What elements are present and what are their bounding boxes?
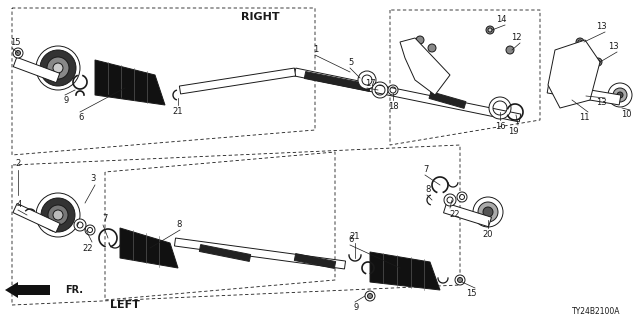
- Circle shape: [47, 57, 69, 79]
- Circle shape: [455, 275, 465, 285]
- Text: 13: 13: [608, 42, 619, 51]
- Circle shape: [367, 293, 372, 299]
- Circle shape: [36, 193, 80, 237]
- Polygon shape: [547, 83, 621, 105]
- Polygon shape: [13, 204, 60, 233]
- Text: 6: 6: [78, 113, 84, 122]
- Circle shape: [488, 28, 492, 32]
- Text: 22: 22: [83, 244, 93, 253]
- Wedge shape: [444, 194, 456, 206]
- Circle shape: [48, 205, 68, 225]
- Wedge shape: [388, 85, 398, 95]
- Circle shape: [458, 277, 463, 283]
- Circle shape: [580, 92, 588, 100]
- Wedge shape: [74, 219, 86, 231]
- Text: 8: 8: [177, 220, 182, 229]
- Circle shape: [478, 202, 498, 222]
- Wedge shape: [489, 97, 511, 119]
- Circle shape: [483, 207, 493, 217]
- Text: 18: 18: [388, 102, 398, 111]
- Circle shape: [41, 198, 75, 232]
- Polygon shape: [294, 68, 521, 122]
- Text: RIGHT: RIGHT: [241, 12, 279, 22]
- Text: 10: 10: [621, 110, 632, 119]
- Text: 9: 9: [353, 303, 358, 312]
- Polygon shape: [370, 252, 440, 290]
- Polygon shape: [548, 40, 600, 108]
- Wedge shape: [85, 225, 95, 235]
- Text: 15: 15: [10, 38, 21, 47]
- Text: 13: 13: [596, 22, 607, 31]
- Polygon shape: [429, 92, 466, 108]
- Circle shape: [594, 58, 602, 66]
- Polygon shape: [444, 203, 492, 227]
- Polygon shape: [120, 228, 178, 268]
- Text: 9: 9: [63, 96, 68, 105]
- Polygon shape: [175, 238, 346, 269]
- Text: 13: 13: [596, 98, 607, 107]
- Polygon shape: [13, 57, 60, 83]
- Polygon shape: [304, 72, 371, 92]
- Text: 4: 4: [16, 200, 22, 209]
- Text: 12: 12: [511, 33, 522, 42]
- Text: 16: 16: [495, 122, 506, 131]
- Text: 11: 11: [579, 113, 589, 122]
- Text: FR.: FR.: [65, 285, 83, 295]
- Circle shape: [358, 71, 376, 89]
- Text: TY24B2100A: TY24B2100A: [572, 308, 620, 316]
- Text: 14: 14: [497, 15, 507, 24]
- Polygon shape: [179, 68, 296, 94]
- Circle shape: [578, 40, 582, 44]
- Polygon shape: [294, 253, 336, 268]
- Text: 15: 15: [467, 289, 477, 298]
- Polygon shape: [95, 60, 165, 105]
- Text: 21: 21: [349, 232, 360, 241]
- Circle shape: [365, 291, 375, 301]
- Circle shape: [36, 46, 80, 90]
- Wedge shape: [457, 192, 467, 202]
- Text: 22: 22: [449, 210, 460, 219]
- Text: 3: 3: [91, 174, 96, 183]
- Text: 5: 5: [349, 58, 354, 67]
- Circle shape: [576, 38, 584, 46]
- Circle shape: [473, 197, 503, 227]
- Circle shape: [15, 51, 20, 55]
- Wedge shape: [372, 82, 388, 98]
- Circle shape: [53, 63, 63, 73]
- Polygon shape: [5, 282, 18, 298]
- Polygon shape: [199, 244, 251, 261]
- Text: 17: 17: [365, 79, 376, 88]
- Text: 1: 1: [313, 45, 319, 54]
- Text: 7: 7: [102, 214, 108, 223]
- Circle shape: [613, 88, 627, 102]
- Text: 21: 21: [173, 107, 183, 116]
- Circle shape: [608, 83, 632, 107]
- Polygon shape: [18, 285, 50, 295]
- Text: 8: 8: [426, 185, 431, 194]
- Circle shape: [428, 44, 436, 52]
- Circle shape: [53, 210, 63, 220]
- Text: 19: 19: [508, 127, 518, 136]
- Circle shape: [617, 92, 623, 98]
- Text: 2: 2: [15, 159, 20, 168]
- Text: 20: 20: [483, 230, 493, 239]
- Circle shape: [40, 50, 76, 86]
- Circle shape: [486, 26, 494, 34]
- Circle shape: [13, 48, 23, 58]
- Text: LEFT: LEFT: [110, 300, 140, 310]
- Circle shape: [416, 36, 424, 44]
- Circle shape: [506, 46, 514, 54]
- Polygon shape: [400, 38, 450, 95]
- Text: 6: 6: [348, 235, 353, 244]
- Circle shape: [596, 60, 600, 64]
- Circle shape: [582, 94, 586, 98]
- Circle shape: [362, 75, 372, 85]
- Text: 7: 7: [423, 165, 429, 174]
